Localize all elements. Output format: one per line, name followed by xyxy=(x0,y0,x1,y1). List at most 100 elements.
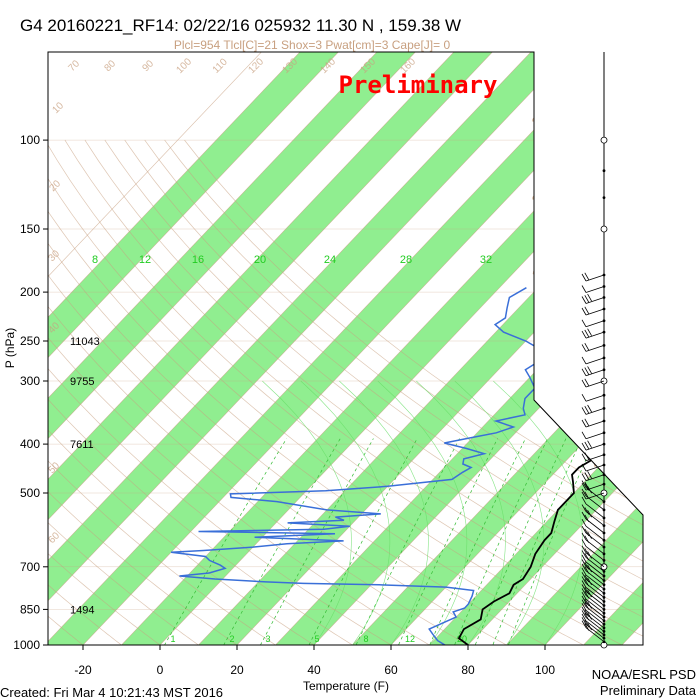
mixing-ratio-line xyxy=(303,438,418,645)
wind-barb-shaft xyxy=(585,443,605,451)
mixing-ratio-line xyxy=(449,438,548,645)
wind-barb-feather xyxy=(584,272,590,280)
temperature-band xyxy=(48,52,339,645)
wind-barb-shaft xyxy=(585,511,605,526)
y-tick-label: 300 xyxy=(20,374,40,388)
wind-barb-feather xyxy=(581,576,587,584)
mixing-ratio-label: 16 xyxy=(192,254,204,266)
wind-dot xyxy=(602,169,606,173)
wind-barb-feather xyxy=(584,535,590,543)
wind-barb xyxy=(581,567,606,591)
wind-barb-feather xyxy=(581,442,587,451)
dry-adiabat-line xyxy=(164,139,643,645)
moist-adiabat-line xyxy=(377,380,468,645)
wind-barb xyxy=(581,550,606,573)
wind-barb-feather xyxy=(584,378,590,386)
wind-barb-feather xyxy=(584,553,590,561)
wind-barb-shaft xyxy=(585,274,605,282)
dry-adiabat-line xyxy=(104,139,643,645)
dry-adiabat-line xyxy=(84,139,643,645)
isotherm-label: 80 xyxy=(102,58,118,74)
wind-barb-feather xyxy=(581,592,587,600)
isotherm-label: 60 xyxy=(46,530,62,546)
wind-barb-feather xyxy=(581,519,587,527)
dry-adiabat-line xyxy=(48,139,643,645)
wind-barb-feather xyxy=(581,394,587,402)
wind-barb xyxy=(581,545,608,571)
dry-adiabat-line xyxy=(48,139,253,645)
isotherm-label: 30 xyxy=(46,248,62,264)
dry-adiabat-line xyxy=(48,139,449,645)
wind-barb-shaft xyxy=(585,525,605,541)
wind-barb-shaft xyxy=(585,454,605,462)
x-tick-label: 100 xyxy=(535,663,555,677)
wind-barb-feather xyxy=(584,591,590,599)
wind-barb xyxy=(600,136,608,144)
wind-barb-feather xyxy=(584,619,590,628)
wind-barb-feather xyxy=(581,491,587,500)
wind-barb xyxy=(581,343,606,352)
temperature-band xyxy=(48,52,416,645)
temperature-band xyxy=(48,52,643,645)
wind-barb-feather xyxy=(584,491,590,499)
mixing-ratio-label-bottom: 1 xyxy=(170,634,175,644)
wind-barb-feather xyxy=(581,599,587,607)
moist-adiabat-line xyxy=(416,380,506,645)
wind-barb-feather xyxy=(584,602,590,610)
wind-barb-shaft xyxy=(585,606,605,622)
wind-barb-feather xyxy=(581,319,587,327)
y-tick-label: 1000 xyxy=(13,638,40,652)
wind-barb-shaft xyxy=(585,432,605,440)
dry-adiabat-line xyxy=(48,140,136,645)
wind-barb-feather xyxy=(584,418,590,426)
wind-barb-feather xyxy=(581,588,587,596)
wind-barb-feather xyxy=(587,404,592,413)
wind-barb xyxy=(581,563,606,587)
wind-barb-feather xyxy=(581,545,587,553)
isotherm-label: 110 xyxy=(211,56,230,75)
wind-barb-feather xyxy=(584,343,590,351)
mixing-ratio-label: 8 xyxy=(92,254,98,266)
wind-barb xyxy=(581,519,606,542)
isotherm-label-right: 30 xyxy=(528,107,550,129)
wind-barb-shaft xyxy=(585,578,605,594)
wind-barb-feather xyxy=(584,579,590,587)
wind-barb-shaft xyxy=(585,331,605,339)
dry-adiabat-line xyxy=(124,139,643,645)
wind-barb xyxy=(581,496,606,520)
wind-barb-feather xyxy=(584,306,590,314)
isotherm-line xyxy=(48,52,301,645)
wind-barb-feather xyxy=(581,488,587,497)
wind-barb xyxy=(581,584,606,607)
wind-barb-feather xyxy=(581,567,587,576)
isotherm-line xyxy=(390,52,643,645)
wind-barb xyxy=(581,356,606,365)
dry-adiabat-line xyxy=(48,139,605,645)
dry-adiabat-line xyxy=(64,139,643,645)
wind-barb-feather xyxy=(584,441,590,450)
dry-adiabat-lines xyxy=(48,139,643,645)
wind-barb xyxy=(581,595,606,619)
wind-barb-feather xyxy=(587,531,592,539)
wind-barb xyxy=(581,603,606,626)
wind-barb-feather xyxy=(584,562,590,570)
mixing-ratio-label-bottom: 8 xyxy=(363,634,368,644)
wind-barb-shaft xyxy=(585,483,605,491)
org-label: NOAA/ESRL PSD xyxy=(592,667,696,682)
watermark-preliminary: Preliminary xyxy=(339,71,498,99)
wind-barb xyxy=(581,580,606,603)
isotherm-line xyxy=(467,52,643,645)
wind-calm-circle xyxy=(600,225,608,233)
mixing-ratio-line xyxy=(470,438,567,645)
wind-barb-feather xyxy=(584,481,590,490)
wind-barb xyxy=(581,606,606,630)
wind-barb-feather xyxy=(581,344,587,352)
isotherm-line xyxy=(48,52,416,645)
wind-barb-feather xyxy=(581,379,587,388)
moist-adiabat-line xyxy=(454,380,545,645)
mixing-ratio-label-bottom: 5 xyxy=(314,634,319,644)
wind-barb-shaft xyxy=(585,557,605,572)
y-tick-label: 700 xyxy=(20,560,40,574)
wind-barb xyxy=(581,377,608,388)
isotherm-lines xyxy=(48,52,643,645)
